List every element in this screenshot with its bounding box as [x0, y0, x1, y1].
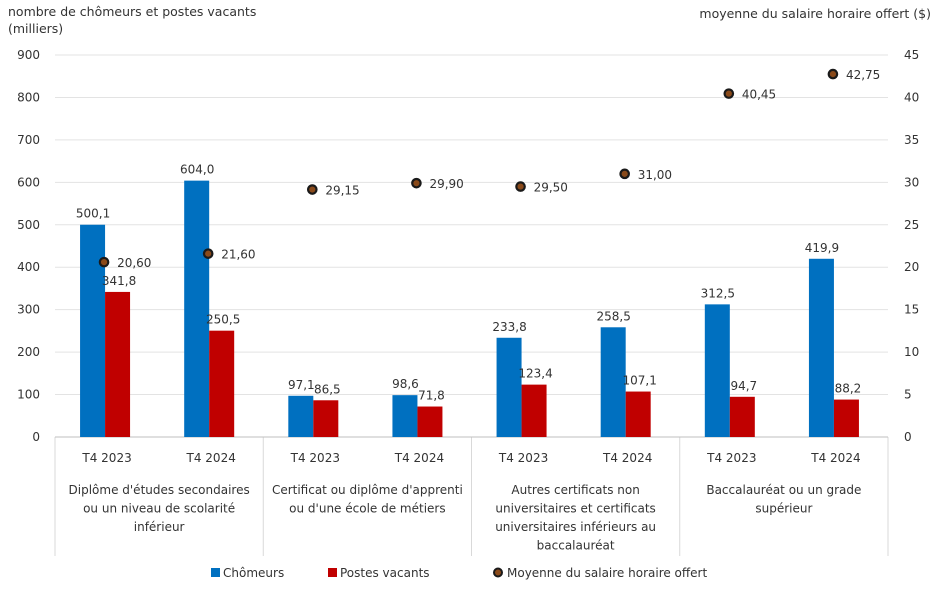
group-label: Autres certificats non	[511, 483, 639, 497]
right-tick-label: 15	[904, 303, 919, 317]
salary-label: 29,15	[325, 184, 359, 198]
salary-point	[723, 88, 735, 99]
left-tick-label: 100	[17, 388, 40, 402]
left-tick-label: 0	[32, 430, 40, 444]
category-label: T4 2024	[810, 451, 860, 465]
bar-chomeurs	[80, 224, 106, 437]
legend-label-postes-vacants: Postes vacants	[340, 566, 430, 580]
group-label: ou d'une école de métiers	[289, 502, 445, 516]
right-tick-label: 35	[904, 133, 919, 147]
group-label: ou un niveau de scolarité	[83, 502, 235, 516]
bar-label-chomeurs: 419,9	[805, 241, 839, 255]
bar-chomeurs	[288, 395, 314, 437]
left-tick-label: 400	[17, 260, 40, 274]
bar-postes-vacants	[417, 406, 443, 437]
right-tick-label: 10	[904, 345, 919, 359]
category-label: T4 2024	[602, 451, 652, 465]
bar-label-chomeurs: 233,8	[492, 320, 526, 334]
bar-postes-vacants	[521, 384, 547, 437]
right-tick-label: 25	[904, 218, 919, 232]
salary-point	[515, 181, 526, 192]
category-label: T4 2023	[498, 451, 548, 465]
right-tick-label: 40	[904, 90, 919, 104]
salary-point	[619, 168, 630, 180]
bar-label-postes-vacants: 94,7	[730, 379, 757, 393]
salary-label: 42,75	[846, 68, 880, 82]
right-tick-label: 20	[904, 260, 919, 274]
salary-point	[202, 248, 214, 259]
group-label: Diplôme d'études secondaires	[69, 483, 250, 497]
left-tick-label: 200	[17, 345, 40, 359]
bar-label-postes-vacants: 107,1	[623, 374, 657, 388]
category-label: T4 2024	[394, 451, 444, 465]
group-label: inférieur	[134, 520, 185, 534]
bar-postes-vacants	[625, 391, 651, 437]
salary-point	[307, 184, 318, 195]
bar-label-chomeurs: 312,5	[701, 286, 735, 300]
left-axis-title: nombre de chômeurs et postes vacants (mi…	[8, 4, 257, 36]
bar-label-chomeurs: 500,1	[76, 207, 110, 221]
bar-label-chomeurs: 97,1	[288, 378, 315, 392]
bar-chomeurs	[600, 327, 626, 437]
bar-label-chomeurs: 604,0	[180, 163, 214, 177]
bar-postes-vacants	[833, 399, 859, 437]
left-tick-label: 800	[17, 90, 40, 104]
left-tick-label: 700	[17, 133, 40, 147]
legend-swatch-chomeurs	[211, 568, 220, 577]
salary-label: 20,60	[117, 256, 151, 270]
bar-chomeurs	[496, 337, 522, 437]
bar-postes-vacants	[313, 400, 339, 437]
group-label: baccalauréat	[537, 539, 615, 553]
left-tick-label: 900	[17, 48, 40, 62]
bar-label-chomeurs: 258,5	[597, 309, 631, 323]
bar-chomeurs	[184, 180, 210, 437]
legend-swatch-postes-vacants	[328, 568, 337, 577]
salary-point	[98, 256, 110, 268]
left-tick-label: 500	[17, 218, 40, 232]
category-label: T4 2023	[81, 451, 131, 465]
legend-marker-salary	[493, 567, 503, 578]
group-label: universitaires inférieurs au	[495, 520, 656, 534]
bar-chomeurs	[704, 304, 730, 437]
group-label: Baccalauréat ou un grade	[706, 483, 861, 497]
left-tick-label: 600	[17, 175, 40, 189]
group-label: supérieur	[755, 502, 812, 516]
category-label: T4 2023	[290, 451, 340, 465]
bar-label-postes-vacants: 341,8	[102, 274, 136, 288]
legend-label-chomeurs: Chômeurs	[223, 566, 284, 580]
bar-label-postes-vacants: 123,4	[518, 367, 552, 381]
bar-postes-vacants	[729, 396, 755, 437]
bar-label-postes-vacants: 86,5	[314, 382, 341, 396]
bar-postes-vacants	[209, 330, 235, 437]
right-axis-title: moyenne du salaire horaire offert ($)	[699, 6, 931, 21]
bar-chomeurs	[808, 258, 834, 437]
group-label: Certificat ou diplôme d'apprenti	[272, 483, 463, 497]
salary-label: 40,45	[742, 88, 776, 102]
category-label: T4 2023	[706, 451, 756, 465]
salary-point	[827, 68, 839, 80]
salary-label: 21,60	[221, 248, 255, 262]
bar-postes-vacants	[105, 291, 131, 437]
bar-chomeurs	[392, 395, 418, 437]
category-label: T4 2024	[186, 451, 236, 465]
left-tick-label: 300	[17, 303, 40, 317]
bar-label-postes-vacants: 88,2	[835, 382, 862, 396]
bar-label-chomeurs: 98,6	[392, 377, 419, 391]
right-tick-label: 5	[904, 388, 912, 402]
right-tick-label: 30	[904, 175, 919, 189]
bar-label-postes-vacants: 250,5	[206, 313, 240, 327]
bar-label-postes-vacants: 71,8	[418, 389, 445, 403]
legend-label-salary: Moyenne du salaire horaire offert	[507, 566, 707, 580]
salary-label: 31,00	[638, 168, 672, 182]
salary-label: 29,50	[534, 181, 568, 195]
salary-label: 29,90	[429, 177, 463, 191]
group-label: universitaires et certificats	[495, 502, 655, 516]
salary-point	[411, 177, 422, 189]
right-tick-label: 45	[904, 48, 919, 62]
right-tick-label: 0	[904, 430, 912, 444]
